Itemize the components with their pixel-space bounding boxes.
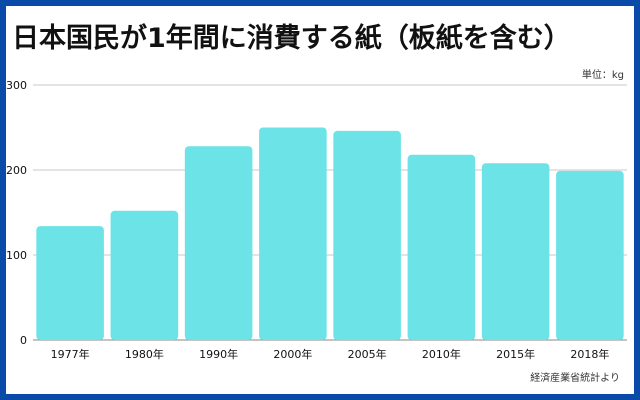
- bar: [556, 170, 624, 340]
- y-tick-label: 300: [6, 79, 27, 92]
- x-tick-label: 2015年: [496, 347, 535, 361]
- x-tick-label: 2010年: [422, 347, 461, 361]
- x-tick-label: 2018年: [570, 347, 609, 361]
- y-tick-label: 0: [20, 334, 27, 347]
- x-tick-label: 2005年: [348, 347, 387, 361]
- unit-label: 単位：kg: [581, 70, 624, 81]
- bar: [184, 146, 253, 340]
- bar: [110, 210, 179, 340]
- bar: [481, 163, 550, 340]
- x-tick-label: 1990年: [199, 347, 238, 361]
- x-tick-label: 1977年: [51, 347, 90, 361]
- bar: [333, 130, 401, 340]
- y-tick-label: 100: [6, 249, 27, 262]
- x-tick-label: 1980年: [125, 347, 164, 361]
- source-note: 経済産業省統計より: [530, 373, 620, 384]
- bar: [407, 154, 476, 340]
- bar: [259, 127, 327, 340]
- y-tick-label: 200: [6, 164, 27, 177]
- chart-title: 日本国民が1年間に消費する紙（板紙を含む）: [12, 23, 571, 54]
- x-tick-label: 2000年: [273, 347, 312, 361]
- bar: [36, 226, 104, 340]
